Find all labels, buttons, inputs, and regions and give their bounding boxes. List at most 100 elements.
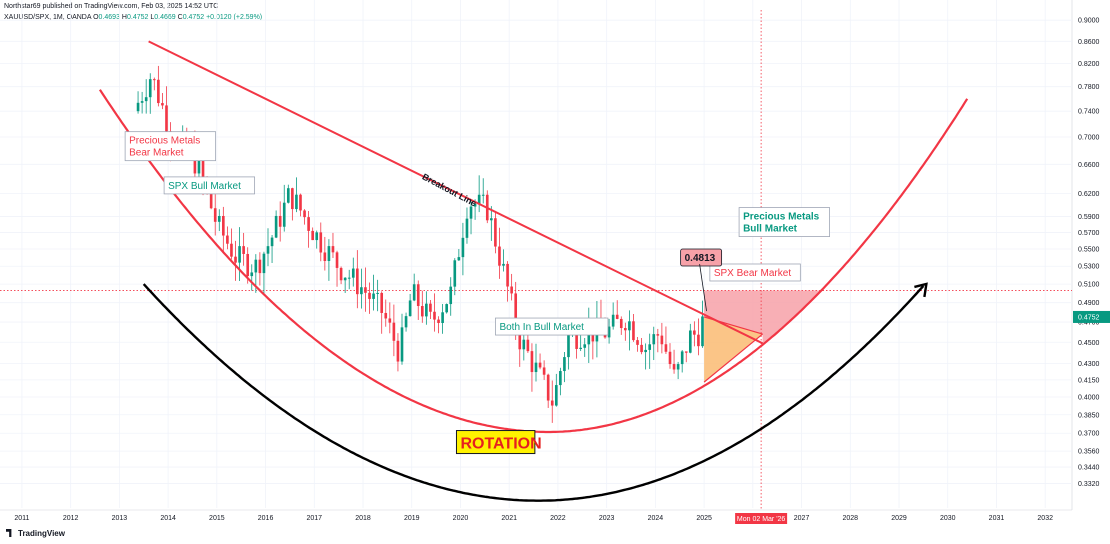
candle-body	[234, 256, 237, 263]
callout-leader-line	[699, 263, 707, 312]
candle-body	[299, 194, 302, 211]
annotation-rotation-text: ROTATION	[460, 436, 541, 453]
candle-body	[412, 284, 416, 301]
candle-body	[701, 316, 704, 347]
candle-body	[469, 206, 473, 219]
candle-body	[644, 349, 647, 353]
candle-body	[437, 319, 440, 324]
candle-body	[453, 260, 457, 287]
candle-body	[282, 202, 286, 227]
candle-body	[307, 217, 310, 231]
candle-body	[522, 339, 526, 350]
price-axis-background	[1072, 0, 1110, 510]
time-tick-label: 2022	[550, 515, 566, 522]
tradingview-logo: TradingView	[6, 529, 65, 538]
candle-body	[615, 314, 619, 319]
candle-body	[230, 243, 233, 257]
candle-body	[514, 293, 518, 328]
annotation-both-bull-box	[495, 317, 609, 336]
time-tick-label: 2028	[843, 515, 859, 522]
time-tick-label: 2012	[63, 515, 79, 522]
candle-body	[648, 344, 652, 350]
candle-body	[510, 286, 513, 294]
annotation-spx-bear-box	[709, 263, 801, 282]
candle-body	[372, 293, 375, 299]
candle-body	[449, 286, 453, 305]
high-label: H	[121, 14, 127, 21]
candle-body	[530, 351, 534, 373]
candle-body	[161, 103, 164, 106]
candle-body	[323, 252, 327, 261]
price-tick-label: 0.3440	[1078, 465, 1100, 472]
candle-body	[656, 334, 660, 336]
breakout-line	[148, 40, 764, 345]
annotation-rotation: ROTATION	[455, 430, 542, 455]
candle-body	[274, 215, 278, 238]
candle-body	[380, 292, 384, 313]
annotation-pm-bull-box	[738, 207, 830, 237]
candle-body	[559, 371, 562, 386]
cursor-date-label: Mon 02 Mar '26	[737, 516, 786, 523]
candle-body	[226, 235, 229, 244]
candle-body	[266, 246, 270, 254]
candle-body	[550, 400, 554, 406]
price-tick-label: 0.7000	[1078, 134, 1100, 141]
candle-body	[526, 339, 530, 352]
price-tick-label: 0.4500	[1078, 340, 1100, 347]
candle-body	[148, 79, 152, 98]
candle-body	[351, 268, 355, 278]
time-tick-label: 2031	[989, 515, 1005, 522]
time-tick-label: 2018	[355, 515, 371, 522]
price-axis[interactable]: 0.9000 0.8600 0.8200 0.7800 0.7400 0.7000 0.66…	[1073, 18, 1110, 488]
price-tick-label: 0.7400	[1078, 109, 1100, 116]
price-tick-label: 0.4300	[1078, 361, 1100, 368]
candle-body	[347, 277, 351, 279]
candle-body	[368, 292, 371, 299]
price-tick-label: 0.4000	[1078, 395, 1100, 402]
candle-body	[506, 263, 509, 287]
price-tick-label: 0.3850	[1078, 412, 1100, 419]
ohlc-legend: XAUUSD/SPX, 1M, OANDA O0.4693 H0.4752 L0…	[4, 14, 262, 21]
candle-body	[400, 327, 404, 362]
candle-body	[697, 334, 700, 347]
candle-body	[636, 340, 639, 345]
time-tick-label: 2014	[160, 515, 176, 522]
projection-wedge	[704, 316, 763, 383]
candle-body	[213, 208, 217, 222]
time-axis[interactable]: 2011 2012 2013 2014 2015 2016 2017 2018 2019 2020…	[14, 513, 1053, 524]
annotation-pm-bull-text: Bull Market	[743, 224, 798, 235]
candle-body	[246, 253, 250, 277]
candle-body	[157, 79, 160, 104]
annotation-rotation-box	[455, 430, 536, 455]
price-tick-label: 0.4700	[1078, 320, 1100, 327]
high-value: 0.4752	[126, 14, 149, 21]
annotation-price-callout: 0.4813	[680, 248, 723, 267]
time-tick-label: 2011	[14, 515, 29, 522]
candle-body	[477, 194, 481, 205]
candle-body	[567, 334, 570, 358]
price-tick-label: 0.9000	[1078, 18, 1100, 25]
candle-body	[425, 303, 428, 317]
candle-body	[534, 362, 538, 373]
close-label: C	[177, 14, 183, 21]
candle-body	[217, 215, 221, 222]
annotation-both-bull-text: Both In Bull Market	[499, 322, 584, 333]
time-tick-label: 2029	[891, 515, 907, 522]
candle-body	[640, 344, 643, 353]
wedge-edge-bottom	[703, 333, 763, 383]
candle-body	[554, 385, 558, 406]
candle-body	[688, 330, 692, 353]
candle-body	[684, 351, 688, 353]
candle-body	[254, 259, 258, 273]
annotation-pm-bear-box	[124, 131, 217, 162]
annotation-pm-bear-text: Bear Market	[129, 148, 184, 159]
price-tick-label: 0.5500	[1078, 247, 1100, 254]
annotation-spx-bull-text: SPX Bull Market	[168, 181, 241, 192]
candle-body	[327, 246, 331, 261]
candle-body	[165, 105, 168, 132]
price-tick-label: 0.4150	[1078, 377, 1100, 384]
candle-body	[140, 101, 144, 103]
candle-body	[376, 292, 379, 294]
